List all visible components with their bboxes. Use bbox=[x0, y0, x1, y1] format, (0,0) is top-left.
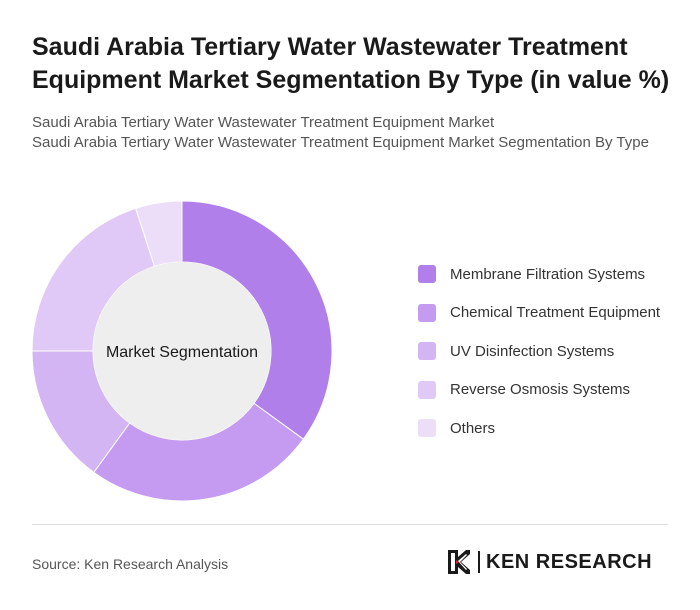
legend-label: Chemical Treatment Equipment bbox=[450, 304, 661, 322]
source-note: Source: Ken Research Analysis bbox=[32, 556, 229, 572]
legend-item[interactable]: Membrane Filtration Systems bbox=[418, 264, 688, 284]
legend-swatch bbox=[418, 342, 436, 361]
subtitle-line-1: Saudi Arabia Tertiary Water Wastewater T… bbox=[32, 114, 495, 131]
chart-legend: Membrane Filtration Systems Chemical Trea… bbox=[418, 264, 688, 457]
legend-label: UV Disinfection Systems bbox=[450, 342, 615, 360]
legend-item[interactable]: Chemical Treatment Equipment bbox=[418, 303, 688, 323]
footer-divider bbox=[32, 524, 668, 525]
donut-slices bbox=[31, 200, 333, 502]
logo-text: KEN RESEARCH bbox=[486, 550, 653, 573]
legend-swatch bbox=[418, 419, 436, 438]
chart-title: Saudi Arabia Tertiary Water Wastewater T… bbox=[32, 33, 670, 94]
legend-item[interactable]: Reverse Osmosis Systems bbox=[418, 380, 688, 400]
legend-item[interactable]: UV Disinfection Systems bbox=[418, 341, 688, 361]
legend-item[interactable]: Others bbox=[418, 418, 688, 438]
donut-slice-chemical-treatment-equipment[interactable] bbox=[93, 402, 305, 502]
donut-center-label: Market Segmentation bbox=[106, 344, 258, 361]
logo-separator bbox=[478, 551, 480, 573]
chart-subtitle: Saudi Arabia Tertiary Water Wastewater T… bbox=[32, 113, 672, 153]
donut-chart: Market Segmentation bbox=[31, 200, 333, 502]
legend-swatch bbox=[418, 303, 436, 322]
ken-research-logo: KEN RESEARCH bbox=[446, 547, 652, 577]
legend-swatch bbox=[418, 265, 436, 283]
legend-swatch bbox=[418, 380, 436, 399]
ken-research-logo-icon bbox=[448, 550, 470, 574]
donut-hole bbox=[93, 262, 271, 440]
legend-label: Reverse Osmosis Systems bbox=[450, 381, 631, 399]
legend-label: Membrane Filtration Systems bbox=[450, 265, 646, 283]
subtitle-line-2: Saudi Arabia Tertiary Water Wastewater T… bbox=[32, 134, 649, 151]
legend-label: Others bbox=[450, 419, 496, 437]
